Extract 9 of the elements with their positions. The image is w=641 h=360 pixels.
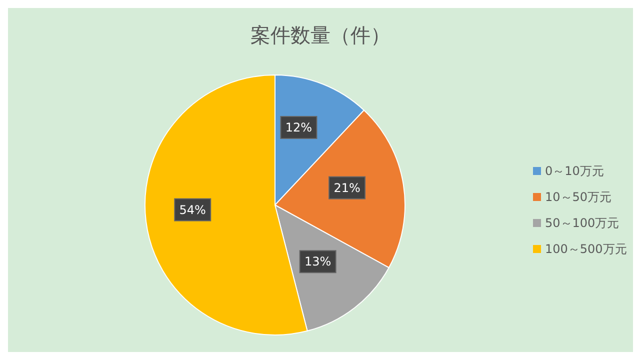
legend-label: 10～50万元: [545, 188, 612, 206]
legend-label: 50～100万元: [545, 214, 620, 232]
chart-title: 案件数量（件）: [250, 22, 392, 49]
legend-label: 100～500万元: [545, 240, 627, 258]
legend-label: 0～10万元: [545, 162, 604, 180]
data-label: 12%: [285, 120, 312, 134]
data-label: 54%: [179, 202, 206, 217]
data-label: 21%: [334, 180, 360, 195]
data-label: 13%: [304, 254, 332, 269]
